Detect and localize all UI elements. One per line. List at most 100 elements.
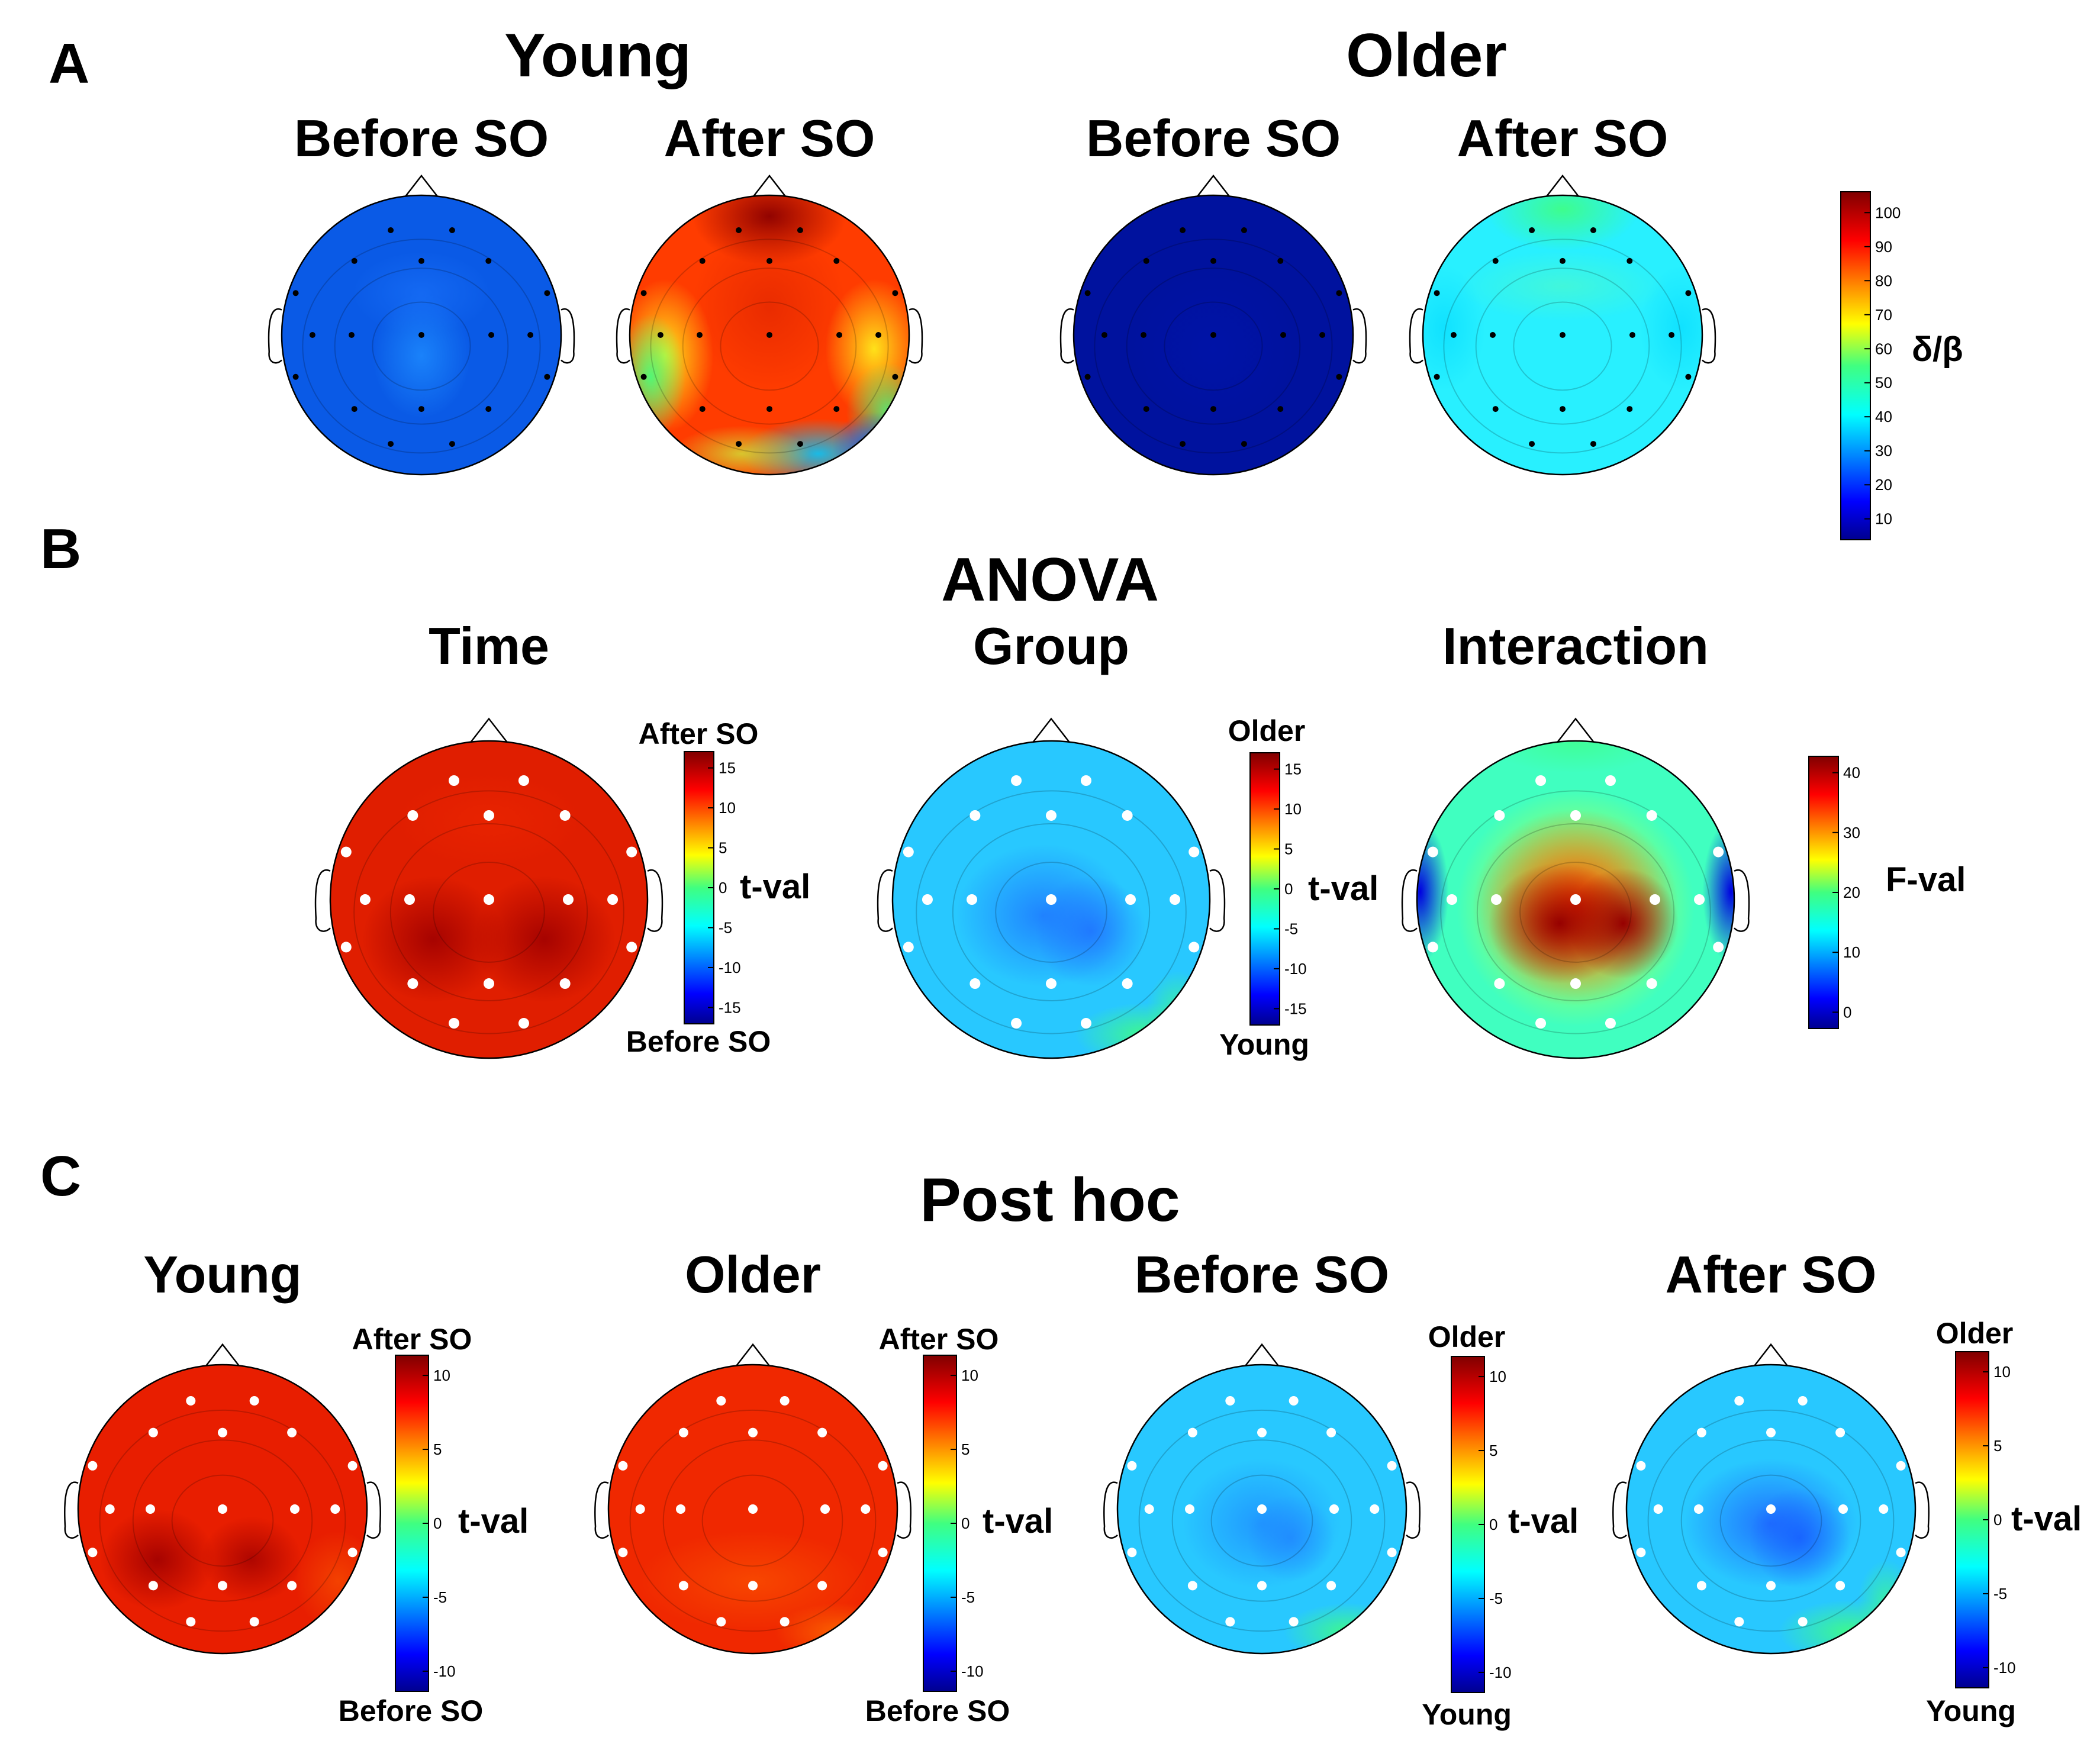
colorbar-posthoc-young: 10 5 0 -5 -10 — [395, 1355, 456, 1692]
electrode — [484, 810, 494, 821]
electrode — [766, 332, 772, 338]
electrode — [1560, 332, 1566, 338]
electrode — [1084, 373, 1091, 380]
electrode — [292, 373, 299, 380]
electrode — [1896, 1548, 1906, 1558]
contour-line — [1126, 267, 1301, 425]
colorbar-tick-label: 10 — [433, 1366, 450, 1384]
electrode — [1560, 406, 1566, 412]
electrode — [1529, 441, 1535, 447]
colorbar-tick-label: 0 — [961, 1514, 970, 1532]
electrode — [1713, 846, 1724, 858]
electrode — [1326, 1581, 1336, 1591]
electrode — [1141, 332, 1146, 338]
electrode — [449, 441, 455, 447]
head-outline — [281, 194, 562, 476]
colorbar-tick-label: 0 — [719, 879, 727, 897]
map-title-young-before: Before SO — [294, 109, 549, 167]
electrode — [748, 1581, 758, 1591]
colorbar-tick-label: -15 — [719, 998, 741, 1016]
electrode — [836, 332, 842, 338]
electrode — [105, 1504, 115, 1514]
electrode — [449, 775, 460, 786]
contour-line — [1171, 1439, 1352, 1602]
colorbar-posthoc-older: 10 5 0 -5 -10 — [923, 1355, 984, 1692]
electrode — [626, 942, 637, 953]
electrode — [1653, 1504, 1663, 1514]
electrode — [1798, 1396, 1808, 1406]
colorbar-anova-interaction: 40 30 20 10 0 — [1808, 756, 1860, 1029]
left-ear — [1401, 869, 1418, 932]
colorbar-gradient — [1840, 191, 1871, 540]
electrode — [418, 332, 424, 338]
electrode — [1535, 1018, 1547, 1029]
colorbar-tick-label: 60 — [1875, 340, 1892, 357]
electrode — [559, 810, 571, 821]
electrode — [1646, 810, 1657, 821]
colorbar-tick-label: -5 — [1284, 920, 1298, 937]
colorbar-tick-label: -5 — [719, 918, 732, 936]
electrode — [1494, 978, 1505, 989]
contour-line — [1443, 238, 1682, 454]
electrode — [1838, 1504, 1848, 1514]
nose — [404, 174, 439, 198]
nose — [1753, 1343, 1789, 1368]
electrode — [1766, 1504, 1776, 1514]
electrode — [1494, 810, 1505, 821]
anova-title: ANOVA — [941, 546, 1159, 614]
electrode — [678, 1581, 688, 1591]
electrode — [563, 894, 574, 905]
colorbar-top-posthoc-after: Older — [1935, 1317, 2014, 1350]
colorbar-top-time: After SO — [638, 717, 759, 750]
electrode — [1370, 1504, 1380, 1514]
right-ear — [1209, 869, 1226, 932]
electrode — [736, 227, 742, 233]
group-title-young: Young — [504, 21, 691, 90]
electrode — [1326, 1427, 1336, 1437]
electrode — [544, 290, 550, 296]
colorbar-label-delta-beta: δ/β — [1912, 330, 1963, 369]
head-outline — [1422, 194, 1703, 476]
electrode — [1180, 227, 1186, 233]
electrode — [1387, 1461, 1397, 1471]
electrode — [418, 406, 424, 412]
electrode — [833, 257, 840, 264]
contour-line — [1519, 862, 1632, 963]
left-ear — [268, 308, 282, 364]
electrode — [878, 1461, 888, 1471]
electrode — [697, 332, 703, 338]
colorbar-tick-label: -5 — [1993, 1585, 2007, 1603]
colorbar-top-posthoc-young: After SO — [352, 1323, 472, 1356]
electrode — [716, 1617, 726, 1627]
left-ear — [314, 869, 331, 932]
electrode — [1434, 290, 1440, 296]
electrode — [359, 894, 371, 905]
electrode — [1685, 290, 1692, 296]
colorbar-label-posthoc-before: t-val — [1508, 1502, 1579, 1540]
right-ear — [1734, 869, 1750, 932]
electrode — [1879, 1504, 1889, 1514]
electrode — [1896, 1461, 1906, 1471]
electrode — [287, 1581, 297, 1591]
contour-line — [99, 1409, 346, 1632]
head-outline — [891, 740, 1211, 1059]
colorbar-tick-label: 20 — [1875, 476, 1892, 494]
contour-line — [1164, 301, 1263, 391]
right-ear — [1702, 308, 1716, 364]
electrode — [351, 406, 357, 412]
electrode — [1187, 1581, 1197, 1591]
electrode — [1280, 332, 1286, 338]
electrode — [1336, 373, 1342, 380]
colorbar-tick-label: -10 — [433, 1662, 456, 1680]
contour-line — [650, 238, 889, 454]
electrode — [1734, 1617, 1744, 1627]
colorbar-tick-label: 5 — [719, 839, 727, 857]
electrode — [1696, 1427, 1706, 1437]
electrode — [388, 441, 394, 447]
colorbar-bottom-posthoc-young: Before SO — [338, 1694, 484, 1727]
colorbar-tick-label: 40 — [1843, 764, 1860, 782]
electrode — [1329, 1504, 1339, 1514]
posthoc-title: Post hoc — [920, 1166, 1180, 1234]
electrode — [1189, 942, 1200, 953]
electrode — [148, 1581, 158, 1591]
